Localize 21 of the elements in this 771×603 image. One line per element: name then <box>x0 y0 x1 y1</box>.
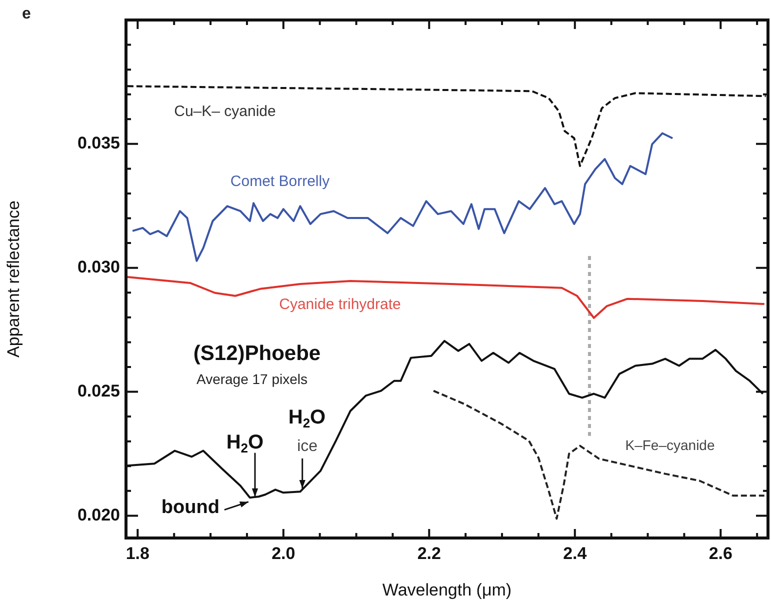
y-tick-label: 0.030 <box>77 258 120 277</box>
annotation: (S12)Phoebe <box>193 342 321 365</box>
x-tick-label: 2.6 <box>708 544 732 563</box>
line-series <box>432 390 766 520</box>
x-axis-title: Wavelength (μm) <box>382 580 512 600</box>
x-tick-label: 2.2 <box>417 544 441 563</box>
y-tick-label: 0.020 <box>77 505 120 524</box>
y-tick-label: 0.035 <box>77 134 120 153</box>
x-tick-label: 2.4 <box>563 544 588 563</box>
annotation: Comet Borrelly <box>230 173 330 190</box>
annotation: bound <box>161 497 220 518</box>
chart-title: e <box>22 5 31 22</box>
annotation: Average 17 pixels <box>196 370 308 387</box>
y-axis-title: Apparent reflectance <box>4 200 23 358</box>
y-tick-label: 0.025 <box>77 381 120 400</box>
annotation: K–Fe–cyanide <box>625 436 715 453</box>
annotation: ice <box>297 438 318 455</box>
x-tick-label: 1.8 <box>126 544 150 563</box>
x-tick-label: 2.0 <box>272 544 296 563</box>
annotation: Cyanide trihydrate <box>279 296 401 314</box>
annotation: Cu–K– cyanide <box>174 103 276 120</box>
